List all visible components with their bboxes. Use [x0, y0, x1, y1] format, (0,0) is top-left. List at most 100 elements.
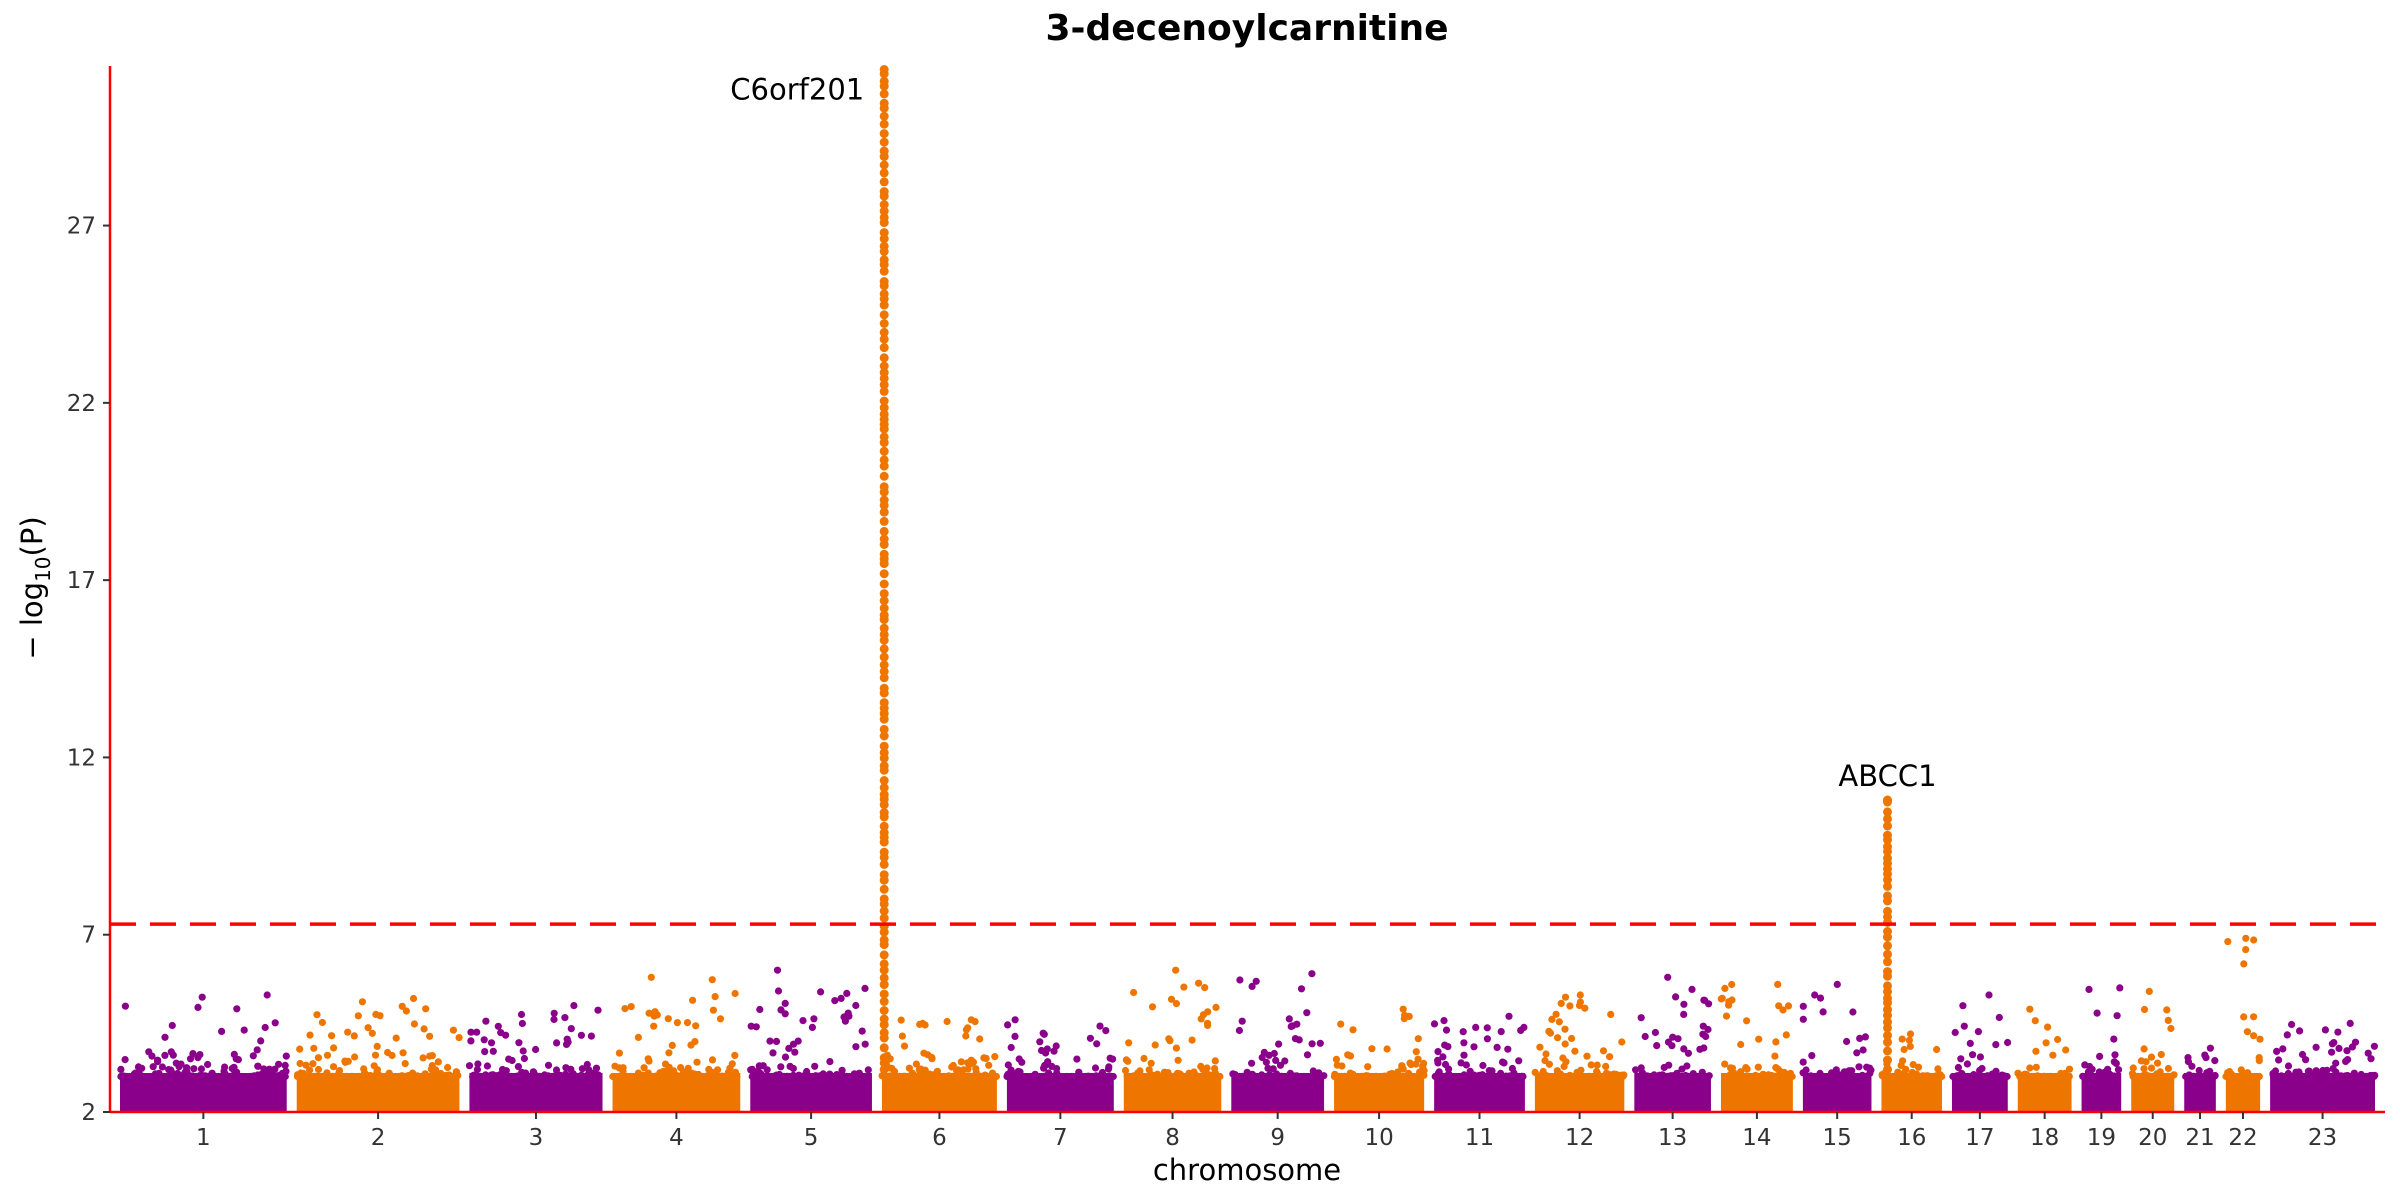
snp-point	[310, 1044, 318, 1052]
snp-point	[553, 1039, 561, 1047]
snp-point	[719, 1072, 727, 1080]
snp-point	[1966, 1039, 1974, 1047]
snp-point	[816, 1072, 824, 1080]
snp-point	[465, 1062, 474, 1070]
snp-point	[1505, 1012, 1513, 1020]
snp-point	[1338, 1062, 1346, 1070]
snp-point	[835, 1072, 843, 1081]
snp-point	[2370, 1042, 2378, 1050]
snp-point	[1608, 1072, 1616, 1081]
snp-point	[769, 1049, 777, 1057]
snp-point	[1093, 1040, 1101, 1048]
x-axis-label: chromosome	[1153, 1153, 1341, 1187]
snp-point	[520, 1054, 529, 1063]
snp-point	[2032, 1047, 2040, 1055]
snp-point	[982, 1054, 990, 1062]
snp-point	[964, 1024, 972, 1032]
peak-point	[879, 935, 889, 945]
snp-point	[409, 994, 418, 1003]
snp-point	[309, 1060, 317, 1068]
snp-point	[2044, 1023, 2052, 1031]
snp-point	[1561, 1025, 1569, 1033]
peak-point	[1883, 891, 1892, 901]
snp-point	[1442, 1026, 1451, 1034]
snp-point	[1174, 1056, 1182, 1064]
snp-point	[1291, 1035, 1299, 1043]
snp-point	[916, 1071, 924, 1079]
snp-point	[1552, 1010, 1560, 1018]
snp-point	[2040, 1072, 2048, 1080]
snp-point	[2346, 1019, 2354, 1027]
snp-point	[1615, 1071, 1624, 1079]
snp-point	[505, 1055, 513, 1063]
snp-point	[208, 1069, 216, 1077]
snp-point	[1497, 1072, 1505, 1081]
snp-point	[2224, 938, 2232, 946]
snp-point	[2054, 1035, 2062, 1044]
snp-point	[502, 1071, 510, 1079]
snp-point	[1816, 1072, 1824, 1080]
snp-point	[886, 1072, 894, 1080]
snp-point	[1248, 982, 1256, 991]
snp-point	[1554, 1034, 1562, 1042]
snp-point	[168, 1021, 176, 1030]
snp-point	[1040, 1064, 1048, 1072]
snp-point	[1554, 1072, 1563, 1081]
snp-point	[149, 1072, 157, 1081]
x-tick-label: 8	[1165, 1125, 1180, 1151]
snp-point	[373, 1042, 381, 1050]
snp-point	[811, 1062, 819, 1070]
snp-point	[645, 1057, 653, 1065]
snp-point	[1498, 1058, 1507, 1066]
snp-point	[1479, 1061, 1487, 1070]
snp-point	[1799, 1015, 1807, 1023]
snp-point	[861, 984, 869, 993]
snp-point	[810, 1015, 818, 1023]
snp-point	[318, 1072, 326, 1081]
snp-point	[370, 1062, 378, 1070]
snp-point	[194, 1054, 202, 1062]
snp-point	[645, 1009, 653, 1017]
snp-point	[634, 1033, 643, 1041]
snp-point	[2364, 1049, 2372, 1057]
snp-point	[689, 1072, 697, 1080]
snp-point	[1125, 1039, 1133, 1047]
snp-point	[817, 988, 825, 996]
snp-point	[399, 1049, 407, 1057]
snp-point	[1195, 979, 1203, 987]
snp-point	[502, 1031, 510, 1039]
snp-point	[1667, 1072, 1675, 1080]
snp-point	[1462, 1072, 1470, 1081]
snp-point	[313, 1011, 321, 1019]
peak-point	[879, 534, 889, 544]
snp-point	[330, 1044, 338, 1052]
peak-point	[879, 989, 889, 999]
x-tick-label: 6	[932, 1125, 947, 1151]
snp-point	[1004, 1061, 1012, 1069]
snp-point	[1015, 1072, 1023, 1081]
peak-point	[879, 870, 889, 880]
snp-point	[385, 1072, 393, 1081]
snp-point	[578, 1065, 587, 1073]
snp-point	[1434, 1048, 1442, 1056]
snp-point	[1073, 1055, 1081, 1063]
snp-point	[1576, 991, 1584, 999]
y-tick-label: 12	[67, 745, 96, 771]
snp-point	[2058, 1072, 2066, 1080]
snp-point	[419, 1054, 427, 1062]
snp-point	[161, 1033, 169, 1041]
snp-point	[2334, 1028, 2342, 1036]
snp-point	[523, 1072, 531, 1081]
snp-point	[1105, 1063, 1113, 1071]
peak-point	[879, 361, 889, 371]
snp-point	[1728, 980, 1736, 989]
snp-point	[2023, 1072, 2031, 1081]
snp-point	[364, 1024, 372, 1032]
snp-point	[731, 989, 739, 998]
peak-point	[879, 455, 889, 465]
snp-point	[1637, 1014, 1645, 1022]
peak-point	[879, 783, 889, 793]
snp-point	[661, 1060, 670, 1068]
snp-point	[1718, 994, 1726, 1002]
y-tick-label: 27	[67, 214, 96, 240]
